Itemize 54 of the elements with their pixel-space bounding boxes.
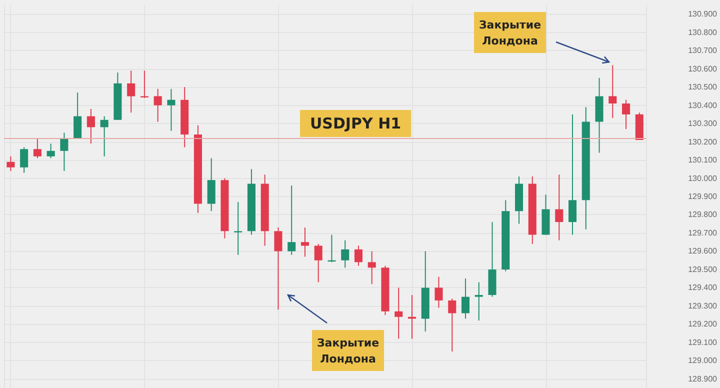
annotation: Закрытие Лондона [478, 18, 542, 48]
y-tick-label: 130.700 [688, 46, 718, 56]
y-tick-label: 129.600 [688, 246, 718, 256]
y-tick-label: 130.100 [688, 156, 718, 165]
y-tick-label: 130.900 [688, 10, 718, 19]
candlestick [474, 282, 483, 322]
y-tick-label: 129.100 [688, 338, 718, 347]
candlestick [288, 185, 296, 256]
candlestick [368, 250, 376, 285]
y-tick-label: 129.000 [688, 356, 718, 366]
y-tick-label: 129.900 [688, 192, 718, 201]
candlestick [448, 298, 456, 352]
y-tick-label: 130.200 [688, 137, 718, 146]
y-tick-label: 129.500 [688, 264, 718, 274]
candlestick [461, 278, 470, 320]
y-tick-label: 129.300 [688, 301, 718, 310]
candlestick [207, 158, 216, 212]
y-tick-label: 128.900 [688, 374, 718, 384]
candlestick [60, 132, 68, 172]
text: USDJPY H1 [310, 114, 402, 132]
candlestick [434, 276, 443, 308]
annotation: Закрытие Лондона [316, 336, 380, 366]
candlestick [140, 70, 148, 99]
y-tick-label: 130.300 [688, 119, 718, 128]
candlestick [608, 64, 617, 119]
y-tick-label: 129.800 [688, 210, 718, 220]
candlestick [234, 201, 242, 256]
candlestick [46, 143, 55, 159]
candlestick [86, 108, 95, 144]
candlestick [568, 114, 577, 236]
candlestick [74, 92, 82, 139]
y-tick-label: 129.700 [688, 228, 718, 238]
y-tick-label: 129.200 [688, 320, 718, 329]
y-tick-label: 129.400 [688, 283, 718, 292]
y-tick-label: 130.500 [688, 82, 718, 92]
candlestick [127, 70, 136, 114]
candlestick [20, 146, 28, 174]
y-tick-label: 130.600 [688, 64, 718, 74]
candlestick [33, 138, 42, 159]
candlestick [167, 88, 176, 132]
y-tick-label: 130.400 [688, 100, 718, 110]
candlestick [555, 174, 564, 241]
candlestick [354, 245, 362, 266]
candlestick [394, 287, 403, 340]
candlestick [100, 116, 108, 157]
candlestick [6, 156, 15, 172]
candlestick [300, 227, 309, 258]
candlestick [341, 240, 350, 268]
candlestick [622, 99, 630, 130]
y-tick-label: 130.000 [688, 174, 718, 183]
candlestick [154, 88, 162, 122]
y-tick-label: 130.800 [688, 28, 718, 37]
candlestick [274, 227, 282, 310]
candlestick [314, 243, 322, 283]
